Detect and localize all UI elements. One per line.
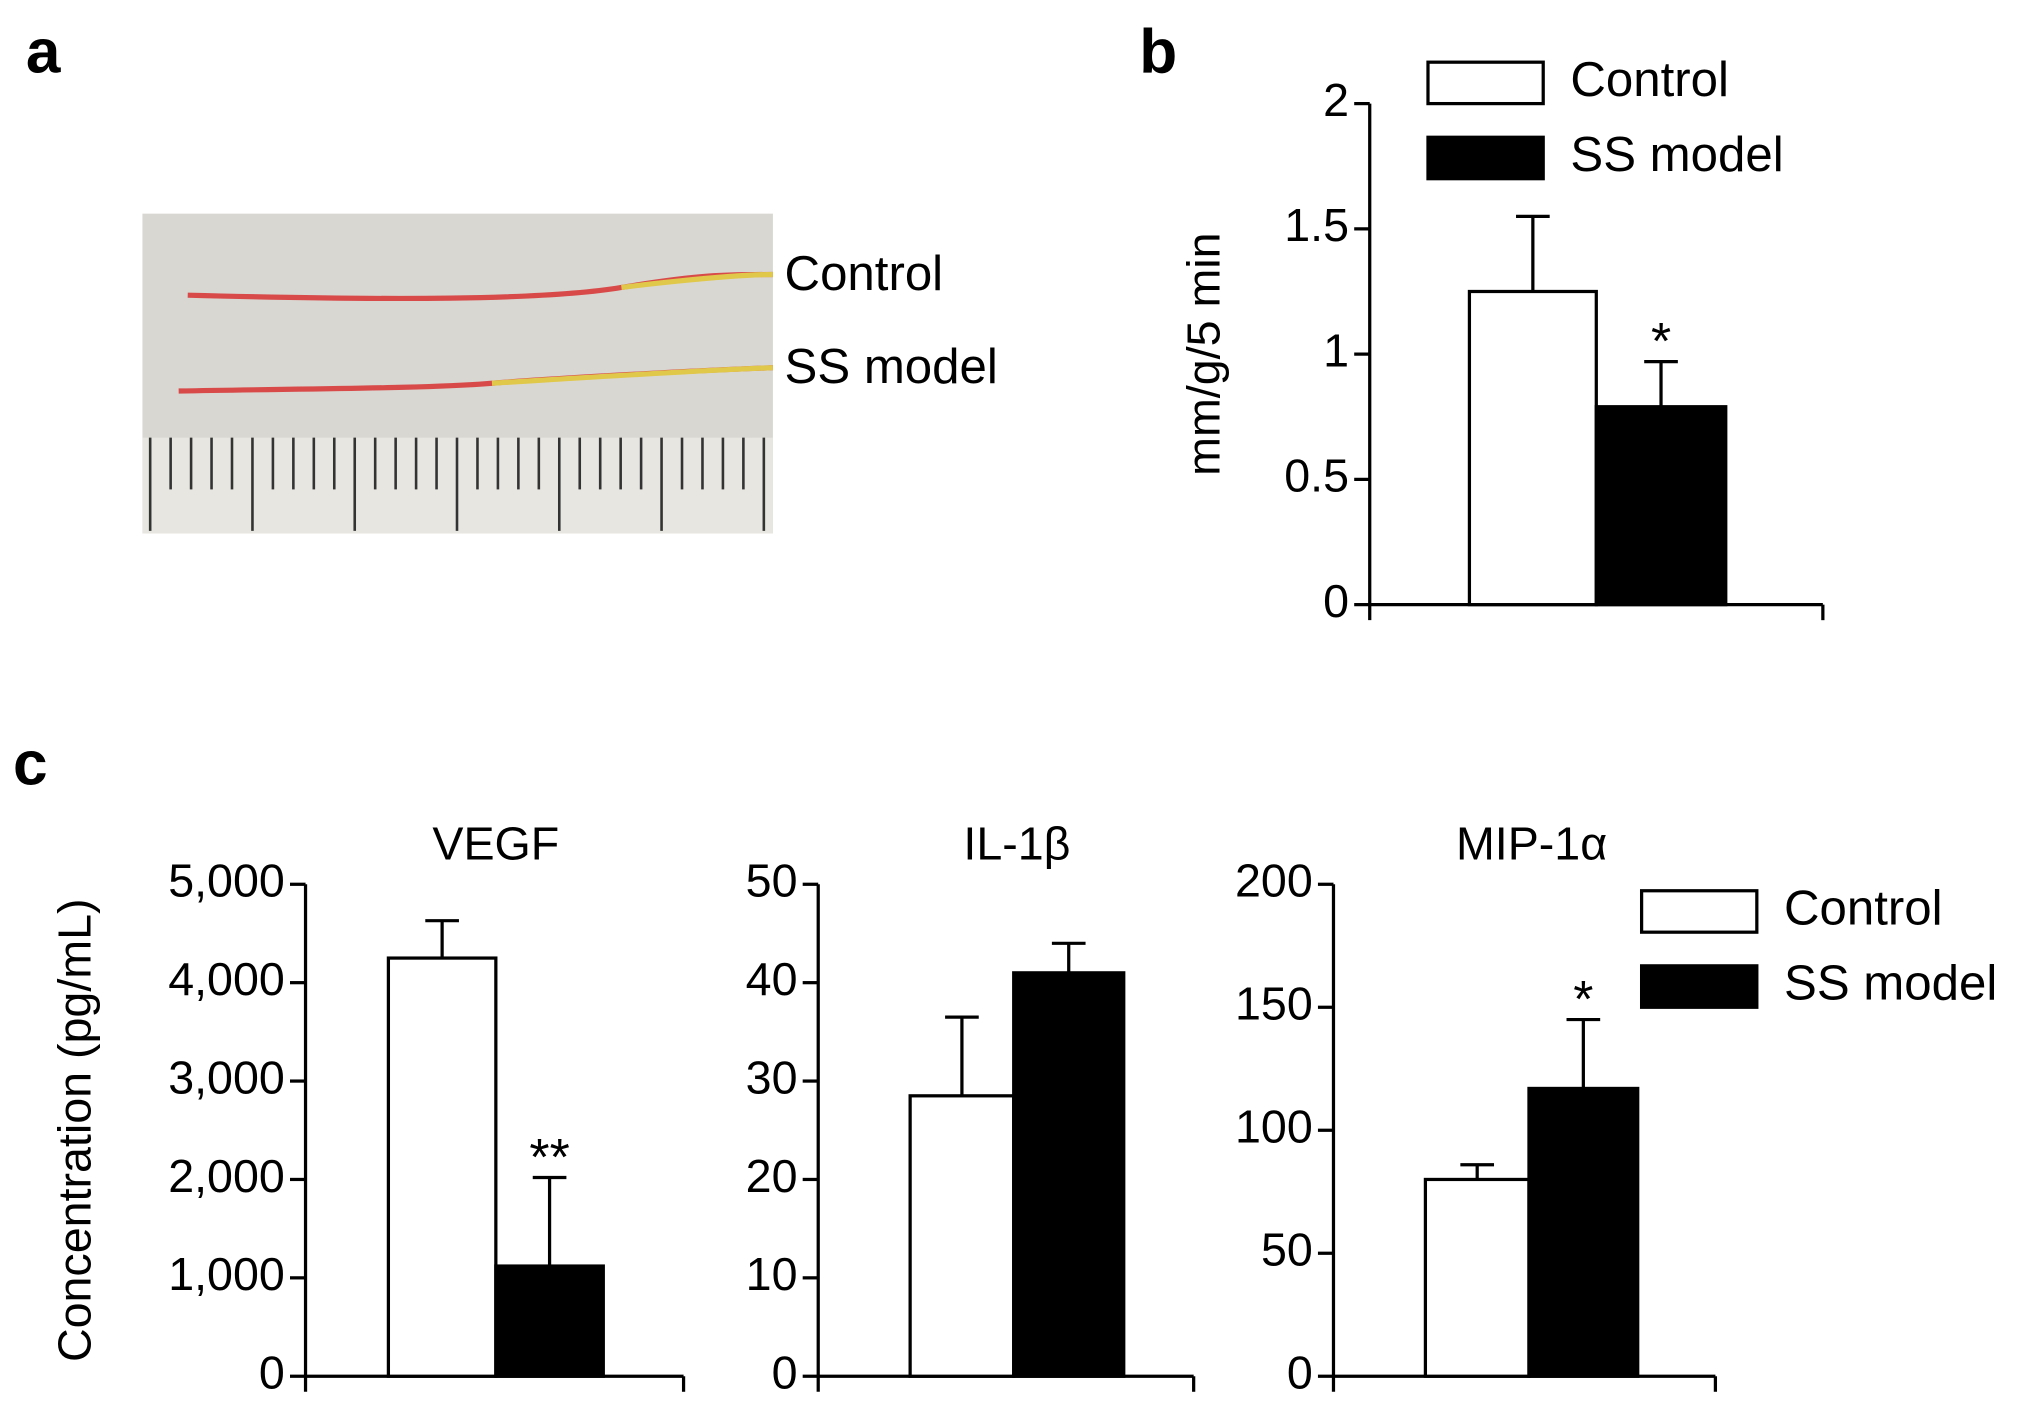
y-tick-label: 1.5 bbox=[1284, 199, 1349, 251]
panel-label: a bbox=[26, 18, 61, 87]
legend-swatch bbox=[1639, 964, 1759, 1009]
error-bar bbox=[1644, 360, 1678, 407]
error-bar bbox=[1051, 941, 1086, 973]
legend-label: Control bbox=[1570, 52, 1729, 107]
legend-label: Control bbox=[1784, 880, 1943, 935]
y-tick-label: 0 bbox=[259, 1347, 285, 1399]
y-tick-label: 0 bbox=[772, 1347, 798, 1399]
error-bar bbox=[532, 1175, 567, 1267]
photo-label: Control bbox=[785, 246, 944, 301]
legend-swatch bbox=[1426, 135, 1545, 181]
y-tick-label: 1 bbox=[1323, 324, 1349, 376]
y-tick-label: 30 bbox=[746, 1051, 798, 1103]
bar bbox=[1467, 289, 1598, 607]
significance: * bbox=[1573, 970, 1593, 1028]
legend-swatch bbox=[1639, 889, 1759, 934]
y-tick-label: 0.5 bbox=[1284, 450, 1349, 502]
y-tick-label: 2 bbox=[1323, 74, 1349, 126]
error-bar bbox=[945, 1015, 979, 1096]
y-tick-label: 3,000 bbox=[168, 1051, 285, 1103]
thread bbox=[491, 365, 773, 386]
chart-title: IL-1β bbox=[963, 818, 1070, 870]
legend-swatch bbox=[1426, 60, 1545, 106]
ruler-ticks bbox=[148, 437, 766, 531]
chart: IL-1β 0 10 20 30 40 50 bbox=[746, 818, 1196, 1399]
thread bbox=[621, 271, 773, 291]
y-tick-label: 200 bbox=[1235, 855, 1313, 907]
photo-label: SS model bbox=[785, 339, 998, 394]
photo-panel: a Control SS model bbox=[26, 18, 998, 534]
y-tick-label: 0 bbox=[1323, 575, 1349, 627]
chart: b mm/g/5 min 0 0.5 1 1.5 2 * Control SS model bbox=[1139, 18, 1825, 627]
y-axis-label: mm/g/5 min bbox=[1178, 232, 1230, 475]
y-tick-label: 100 bbox=[1235, 1101, 1313, 1153]
legend-label: SS model bbox=[1784, 956, 1997, 1011]
y-tick-label: 40 bbox=[746, 953, 798, 1005]
error-bar bbox=[1460, 1163, 1495, 1180]
y-tick-label: 20 bbox=[746, 1150, 798, 1202]
bar bbox=[1594, 405, 1728, 607]
significance: ** bbox=[529, 1128, 569, 1186]
y-tick-label: 50 bbox=[746, 855, 798, 907]
legend-label: SS model bbox=[1570, 127, 1783, 182]
y-tick-label: 4,000 bbox=[168, 953, 285, 1005]
y-tick-label: 50 bbox=[1261, 1224, 1313, 1276]
bar bbox=[1527, 1086, 1640, 1378]
chart: MIP-1α 0 50 100 150 200 * Control SS model bbox=[1235, 818, 1997, 1399]
chart-title: MIP-1α bbox=[1456, 818, 1607, 870]
panel-label: b bbox=[1139, 18, 1177, 87]
y-tick-label: 5,000 bbox=[168, 855, 285, 907]
y-tick-label: 0 bbox=[1287, 1347, 1313, 1399]
bar bbox=[908, 1094, 1016, 1378]
error-bar bbox=[425, 919, 459, 959]
chart-title: VEGF bbox=[432, 818, 559, 870]
bar bbox=[1423, 1177, 1531, 1378]
y-tick-label: 10 bbox=[746, 1248, 798, 1300]
bar bbox=[1012, 971, 1126, 1378]
chart: c VEGF Concentration (pg/mL) 0 1,000 2,000 3,0… bbox=[13, 730, 686, 1399]
panel-label: c bbox=[13, 730, 48, 799]
y-tick-label: 2,000 bbox=[168, 1150, 285, 1202]
significance: * bbox=[1651, 312, 1671, 370]
error-bar bbox=[1566, 1017, 1601, 1089]
y-tick-label: 1,000 bbox=[168, 1248, 285, 1300]
error-bar bbox=[1516, 214, 1550, 292]
y-axis-label: Concentration (pg/mL) bbox=[49, 898, 101, 1362]
y-tick-label: 150 bbox=[1235, 978, 1313, 1030]
bar bbox=[494, 1264, 605, 1378]
bar bbox=[386, 956, 498, 1378]
